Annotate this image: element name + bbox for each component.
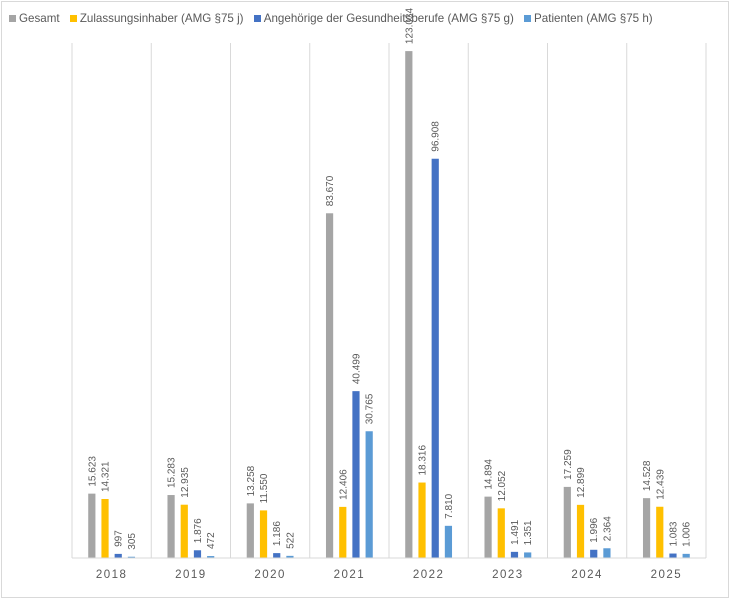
data-label-2022-series-4: 7.810 [444,493,455,518]
x-tick-label-2018: 2018 [96,569,128,581]
data-label-2023-series-3: 1.491 [510,519,521,544]
data-label-2024-series-1: 17.259 [563,449,574,480]
data-label-2024-series-2: 12.899 [576,467,587,498]
data-labels: 15.623 14.321 997 305 15.283 12.935 1.876 472 13… [87,8,692,550]
bar-2021-series-3[interactable] [352,391,360,558]
data-label-2019-series-2: 12.935 [180,467,191,498]
data-label-2020-series-1: 13.258 [246,465,257,496]
x-tick-label-2022: 2022 [413,569,445,581]
bar-2021-series-1[interactable] [325,213,334,558]
x-tick-label-2024: 2024 [571,569,603,581]
bar-2022-series-4[interactable] [444,525,453,558]
bars [88,51,690,559]
data-label-2022-series-1: 123.034 [404,8,415,45]
bar-2020-series-1[interactable] [246,503,254,558]
bar-2018-series-1[interactable] [88,493,96,558]
legend-item-zulassungsinhaber[interactable]: Zulassungsinhaber (AMG §75 j) [69,12,244,25]
bar-2025-series-4[interactable] [682,553,690,558]
legend-item-gesamt[interactable]: Gesamt [9,12,60,25]
legend-item-gesundheitsberufe[interactable]: Angehörige der Gesundheitsberufe (AMG §7… [253,12,514,25]
legend-label-zulassungsinhaber: Zulassungsinhaber (AMG §75 j) [79,12,244,25]
data-label-2023-series-1: 14.894 [484,459,495,490]
bar-2025-series-3[interactable] [669,553,677,558]
data-label-2020-series-4: 522 [285,532,296,549]
gridlines [71,43,707,558]
legend: Gesamt Zulassungsinhaber (AMG §75 j) Ang… [9,12,660,25]
bar-2025-series-1[interactable] [642,498,651,558]
legend-swatch-zulassungsinhaber [69,15,77,22]
bar-2019-series-2[interactable] [180,504,188,558]
bar-2024-series-1[interactable] [563,486,571,558]
bar-2024-series-4[interactable] [603,548,611,558]
bar-2019-series-4[interactable] [207,556,215,558]
legend-label-gesamt: Gesamt [19,12,60,25]
bar-2022-series-2[interactable] [418,482,426,558]
data-label-2019-series-3: 1.876 [193,518,204,543]
bar-2021-series-4[interactable] [365,431,373,558]
data-label-2022-series-3: 96.908 [431,121,442,152]
data-label-2025-series-1: 14.528 [642,460,653,491]
legend-label-gesundheitsberufe: Angehörige der Gesundheitsberufe (AMG §7… [263,12,514,25]
data-label-2021-series-4: 30.765 [365,393,376,424]
x-tick-label-2021: 2021 [334,569,366,581]
data-label-2019-series-4: 472 [206,532,217,549]
bar-2018-series-2[interactable] [101,498,109,558]
data-label-2020-series-3: 1.186 [272,521,283,546]
bar-2023-series-1[interactable] [484,496,492,558]
data-label-2025-series-4: 1.006 [682,521,693,546]
bar-2020-series-4[interactable] [286,555,294,558]
legend-item-patienten[interactable]: Patienten (AMG §75 h) [524,12,653,25]
legend-label-patienten: Patienten (AMG §75 h) [534,12,653,25]
data-label-2021-series-3: 40.499 [351,353,362,384]
x-axis: 2018 2019 2020 2021 2022 2023 2024 2025 [72,557,706,581]
data-label-2018-series-1: 15.623 [87,456,98,487]
data-label-2022-series-2: 18.316 [418,445,429,476]
data-label-2019-series-1: 15.283 [167,457,178,488]
data-label-2021-series-1: 83.670 [325,175,336,206]
data-label-2023-series-4: 1.351 [523,520,534,545]
bar-2025-series-2[interactable] [656,506,664,558]
data-label-2024-series-3: 1.996 [589,517,600,542]
bar-2020-series-2[interactable] [259,510,268,558]
bar-2023-series-4[interactable] [524,552,532,558]
legend-swatch-gesundheitsberufe [253,15,261,22]
bar-2019-series-3[interactable] [193,550,202,558]
data-label-2025-series-2: 12.439 [655,469,666,500]
bar-2023-series-2[interactable] [497,508,505,558]
x-tick-label-2023: 2023 [492,569,524,581]
data-label-2024-series-4: 2.364 [602,516,613,541]
legend-swatch-patienten [524,15,532,22]
bar-2022-series-1[interactable] [405,51,413,559]
data-label-2018-series-2: 14.321 [101,461,112,492]
bar-2018-series-4[interactable] [127,556,136,558]
data-label-2018-series-3: 997 [114,530,125,547]
data-label-2025-series-3: 1.083 [668,521,679,546]
data-label-2023-series-2: 12.052 [497,470,508,501]
bar-2021-series-2[interactable] [339,506,347,558]
bar-2023-series-3[interactable] [510,551,519,558]
bar-2020-series-3[interactable] [273,553,281,558]
x-tick-label-2025: 2025 [651,569,683,581]
bar-2024-series-2[interactable] [576,504,585,558]
bar-2019-series-1[interactable] [167,495,175,558]
x-tick-label-2019: 2019 [175,569,207,581]
data-label-2018-series-4: 305 [127,533,138,550]
bar-2022-series-3[interactable] [431,158,439,558]
legend-swatch-gesamt [9,15,16,22]
bar-2024-series-3[interactable] [590,549,598,558]
data-label-2020-series-2: 11.550 [259,473,270,503]
bar-2018-series-3[interactable] [114,553,122,558]
x-tick-label-2020: 2020 [254,569,286,581]
data-label-2021-series-2: 12.406 [338,469,349,500]
